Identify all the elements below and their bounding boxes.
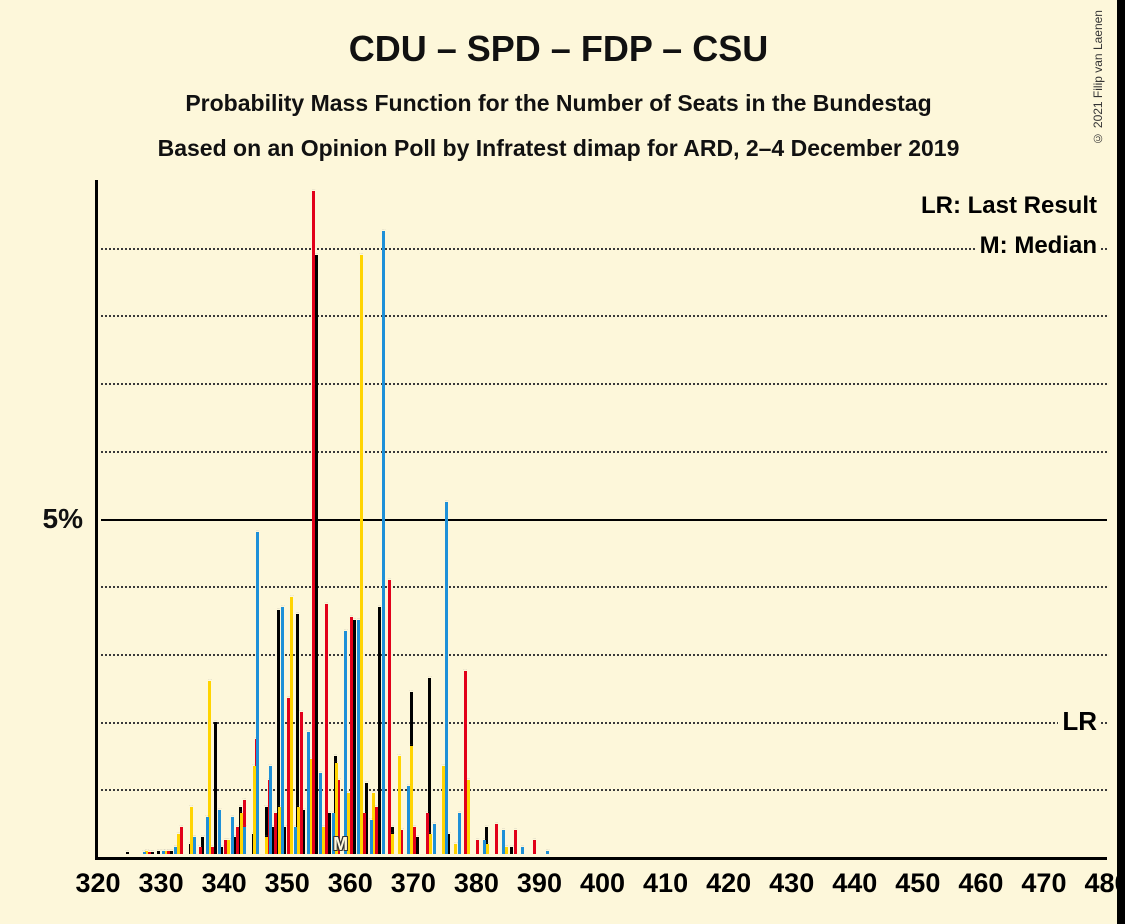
bar-cdu: … bbox=[151, 852, 154, 854]
bar-fdp: … bbox=[505, 847, 508, 854]
bar-csu: … bbox=[370, 820, 373, 854]
bar-fdp: … bbox=[398, 756, 401, 854]
bar-spd: … bbox=[199, 847, 202, 854]
bar-cdu: … bbox=[353, 620, 356, 854]
chart-title: CDU – SPD – FDP – CSU bbox=[0, 28, 1117, 70]
bar-spd: … bbox=[514, 830, 517, 854]
x-tick-label: 460 bbox=[958, 868, 1003, 899]
x-axis-labels: 3203303403503603703803904004104204304404… bbox=[95, 860, 1107, 900]
x-tick-label: 470 bbox=[1021, 868, 1066, 899]
bar-fdp: … bbox=[290, 597, 293, 854]
bar-spd: … bbox=[350, 617, 353, 854]
bar-fdp: … bbox=[410, 746, 413, 854]
bar-fdp: … bbox=[309, 759, 312, 854]
bar-csu: … bbox=[231, 817, 234, 854]
chart-subtitle-2: Based on an Opinion Poll by Infratest di… bbox=[0, 135, 1117, 162]
x-tick-label: 430 bbox=[769, 868, 814, 899]
bar-cdu: … bbox=[157, 851, 160, 854]
x-tick-label: 390 bbox=[517, 868, 562, 899]
bar-spd: … bbox=[375, 807, 378, 854]
bar-cdu: … bbox=[365, 783, 368, 854]
bar-fdp: … bbox=[486, 844, 489, 854]
bar-csu: … bbox=[281, 607, 284, 854]
bar-spd: … bbox=[476, 840, 479, 854]
bar-csu: … bbox=[502, 830, 505, 854]
bar-csu: … bbox=[269, 766, 272, 854]
bar-cdu: … bbox=[315, 255, 318, 854]
bar-cdu: … bbox=[416, 837, 419, 854]
bar-csu: … bbox=[243, 827, 246, 854]
bar-cdu: … bbox=[170, 851, 173, 854]
bar-spd: … bbox=[413, 827, 416, 854]
y-axis-label-5pct: 5% bbox=[43, 503, 83, 535]
bar-csu: … bbox=[294, 827, 297, 854]
bar-csu: … bbox=[344, 631, 347, 854]
plot-area: 5% LR: Last Result M: Median LR ……………………… bbox=[95, 180, 1107, 860]
bar-spd: … bbox=[148, 852, 151, 854]
x-tick-label: 480 bbox=[1084, 868, 1125, 899]
bar-cdu: … bbox=[428, 678, 431, 854]
bar-csu: … bbox=[483, 840, 486, 854]
x-tick-label: 340 bbox=[202, 868, 247, 899]
bar-fdp: … bbox=[360, 255, 363, 854]
bar-cdu: … bbox=[302, 810, 305, 854]
bar-csu: … bbox=[206, 817, 209, 854]
bar-spd: … bbox=[300, 712, 303, 854]
bar-spd: … bbox=[388, 580, 391, 854]
bar-csu: … bbox=[407, 786, 410, 854]
x-tick-label: 350 bbox=[265, 868, 310, 899]
x-tick-label: 320 bbox=[75, 868, 120, 899]
chart-subtitle-1: Probability Mass Function for the Number… bbox=[0, 90, 1117, 117]
bar-spd: … bbox=[533, 840, 536, 854]
bar-csu: … bbox=[382, 231, 385, 854]
x-tick-label: 420 bbox=[706, 868, 751, 899]
bar-csu: … bbox=[458, 813, 461, 854]
x-tick-label: 450 bbox=[895, 868, 940, 899]
bar-csu: … bbox=[546, 851, 549, 854]
bar-csu: … bbox=[174, 847, 177, 854]
bar-fdp: … bbox=[391, 834, 394, 854]
bar-csu: … bbox=[445, 502, 448, 854]
bar-spd: … bbox=[211, 847, 214, 854]
bar-container: …………………………………………………………………………………………………………… bbox=[101, 180, 1107, 854]
bar-csu: … bbox=[357, 620, 360, 854]
bar-spd: … bbox=[325, 604, 328, 854]
bar-csu: … bbox=[319, 773, 322, 854]
bar-cdu: … bbox=[378, 607, 381, 854]
bar-fdp: … bbox=[164, 851, 167, 854]
bar-csu: … bbox=[521, 847, 524, 854]
bar-fdp: … bbox=[467, 780, 470, 854]
bar-csu: … bbox=[256, 532, 259, 854]
x-tick-label: 400 bbox=[580, 868, 625, 899]
bar-csu: … bbox=[307, 732, 310, 854]
bar-cdu: … bbox=[214, 722, 217, 854]
bar-fdp: … bbox=[372, 793, 375, 854]
bar-csu: … bbox=[433, 824, 436, 854]
bar-spd: … bbox=[363, 813, 366, 854]
x-tick-label: 380 bbox=[454, 868, 499, 899]
x-tick-label: 360 bbox=[328, 868, 373, 899]
x-tick-label: 410 bbox=[643, 868, 688, 899]
bar-csu: … bbox=[143, 852, 146, 854]
median-marker: M bbox=[333, 834, 348, 855]
bar-cdu: … bbox=[126, 852, 129, 854]
bar-csu: … bbox=[218, 810, 221, 854]
bar-csu: … bbox=[162, 851, 165, 854]
bar-fdp: … bbox=[322, 827, 325, 854]
bar-spd: … bbox=[167, 851, 170, 854]
bar-spd: … bbox=[400, 830, 403, 854]
x-tick-label: 440 bbox=[832, 868, 877, 899]
bar-fdp: … bbox=[297, 807, 300, 854]
chart-area: 5% LR: Last Result M: Median LR ……………………… bbox=[95, 180, 1107, 860]
x-tick-label: 330 bbox=[139, 868, 184, 899]
x-tick-label: 370 bbox=[391, 868, 436, 899]
bar-csu: … bbox=[193, 837, 196, 854]
bar-cdu: … bbox=[328, 813, 331, 854]
bar-fdp: … bbox=[208, 681, 211, 854]
bar-spd: … bbox=[495, 824, 498, 854]
